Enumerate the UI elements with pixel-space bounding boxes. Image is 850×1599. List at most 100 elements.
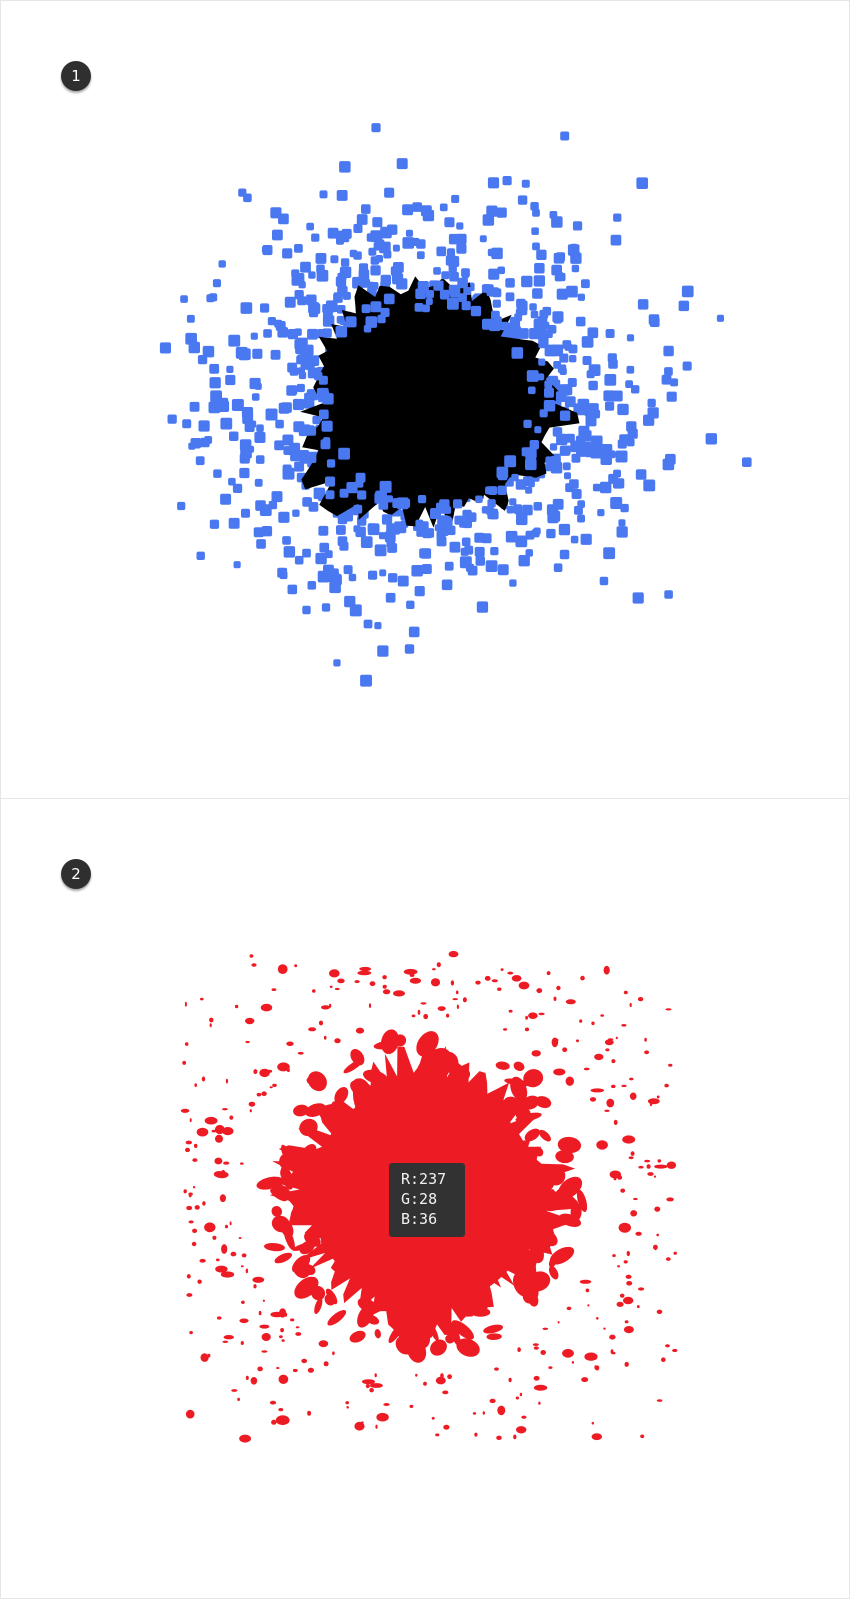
blue-particle: [487, 499, 496, 508]
splatter-droplet: [229, 1115, 234, 1120]
splatter-lump: [570, 1202, 582, 1222]
blue-particle: [380, 307, 390, 317]
splatter-droplet: [423, 1013, 429, 1020]
blue-particle: [470, 305, 482, 317]
splatter-droplet: [382, 984, 387, 989]
splatter-droplet: [286, 1041, 294, 1047]
splatter-lump: [460, 1068, 471, 1080]
blue-particles-front: [288, 271, 576, 538]
splatter-droplet: [623, 1260, 628, 1264]
blue-particle: [505, 530, 518, 543]
splatter-droplet: [626, 1281, 633, 1286]
blue-particle: [532, 209, 540, 217]
splatter-droplet: [513, 1434, 517, 1440]
blue-particle: [240, 302, 253, 314]
splatter-droplet: [672, 1348, 678, 1353]
splatter-droplet: [533, 1384, 548, 1391]
splatter-droplet: [238, 1237, 242, 1239]
blue-particle: [532, 288, 543, 299]
splatter-droplet: [446, 1013, 450, 1018]
splatter-droplet: [183, 1189, 187, 1194]
blue-particle: [448, 264, 457, 273]
splatter-droplet: [277, 1062, 290, 1072]
splatter-lump: [555, 1150, 574, 1164]
splatter-droplet: [245, 1017, 255, 1025]
splatter-droplet: [524, 1027, 530, 1032]
blue-particle: [377, 314, 386, 324]
blue-particle: [319, 542, 330, 553]
splatter-lump: [486, 1333, 502, 1341]
splatter-droplet: [271, 988, 277, 991]
splatter-droplet: [656, 1095, 660, 1099]
blue-particle: [321, 420, 333, 432]
splatter-droplet: [638, 1165, 644, 1169]
blue-particle: [447, 248, 455, 257]
splatter-droplet: [532, 1343, 539, 1346]
blue-particle: [318, 390, 330, 403]
splatter-droplet: [194, 1205, 200, 1210]
splatter-droplet: [241, 1253, 247, 1258]
blue-particle: [400, 498, 411, 508]
splatter-lump: [307, 1071, 327, 1092]
splatter-droplet: [432, 968, 436, 971]
splatter-droplet: [259, 1324, 270, 1329]
blue-particle: [664, 367, 673, 376]
splatter-lump: [513, 1061, 525, 1071]
splatter-droplet: [538, 1401, 541, 1405]
blue-particle: [323, 308, 333, 318]
blue-particle: [580, 533, 592, 545]
splatter-droplet: [618, 1222, 631, 1233]
blue-particle: [608, 359, 618, 369]
blue-particle: [559, 549, 570, 560]
splatter-droplet: [620, 1188, 626, 1193]
splatter-droplet: [329, 985, 333, 988]
splatter-droplet: [307, 1410, 312, 1416]
splatter-droplet: [269, 1086, 273, 1089]
blue-particle: [467, 565, 478, 576]
blue-particle: [278, 511, 290, 523]
blue-particle: [533, 275, 545, 287]
blue-particle: [255, 455, 265, 464]
splatter-droplet: [383, 1403, 390, 1406]
blue-particle: [274, 319, 283, 328]
blue-particle: [377, 645, 389, 657]
splatter-droplet: [611, 1351, 616, 1355]
blue-particle: [590, 446, 603, 459]
blue-particle: [294, 461, 305, 472]
splatter-droplet: [640, 1434, 645, 1439]
splatter-lump: [417, 1068, 436, 1081]
splatter-lump: [416, 1031, 439, 1057]
splatter-droplet: [220, 1271, 235, 1278]
splatter-droplet: [222, 1127, 234, 1136]
blue-particle: [282, 434, 294, 446]
blue-particle: [599, 481, 612, 494]
splatter-droplet: [638, 1287, 645, 1291]
blue-particle: [441, 579, 453, 591]
splatter-droplet: [521, 1415, 527, 1419]
blue-particle: [396, 158, 408, 170]
blue-particle: [294, 555, 304, 565]
splatter-droplet: [571, 1361, 575, 1364]
splatter-droplet: [629, 1077, 634, 1081]
blue-particle: [256, 539, 266, 549]
splatter-droplet: [616, 1301, 624, 1307]
splatter-droplet: [362, 1379, 375, 1385]
blue-particle: [571, 264, 580, 273]
blue-particle: [564, 396, 576, 408]
splatter-droplet: [222, 1340, 229, 1343]
splatter-droplet: [261, 1091, 267, 1096]
blue-particle: [439, 289, 450, 300]
blue-particle: [337, 536, 348, 546]
splatter-lump: [271, 1205, 283, 1217]
splatter-droplet: [489, 1398, 496, 1404]
blue-particle: [451, 194, 460, 203]
blue-particle: [402, 237, 415, 249]
blue-particle: [566, 285, 578, 298]
splatter-droplet: [211, 1129, 216, 1133]
blue-particle: [615, 450, 628, 463]
splatter-droplet: [531, 1050, 541, 1057]
blue-particle: [417, 495, 427, 504]
splatter-droplet: [223, 1161, 230, 1165]
blue-particle: [355, 526, 366, 538]
splatter-droplet: [261, 1333, 271, 1341]
